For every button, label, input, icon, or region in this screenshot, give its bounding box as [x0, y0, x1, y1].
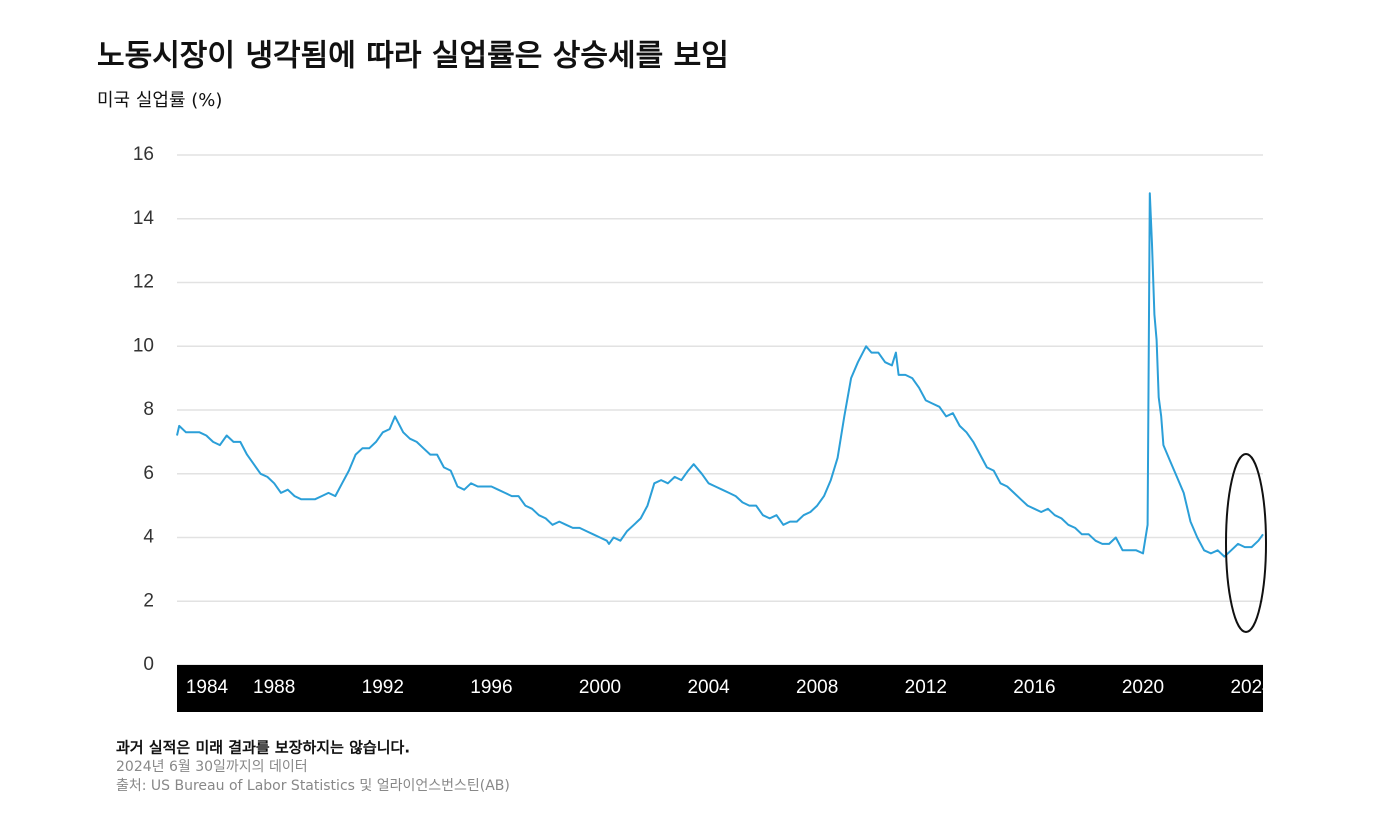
y-tick-label: 0 [143, 654, 154, 675]
x-axis-band [177, 665, 1263, 712]
plot: 1984 1988 1992 1996 2000 2004 2008 2012 2016 2020… [176, 192, 1273, 698]
x-tick-label: 2020 [1122, 677, 1164, 698]
x-tick-label: 1988 [253, 677, 295, 698]
x-tick-label: 2004 [687, 677, 730, 698]
y-tick-label: 16 [133, 144, 154, 165]
footnote: 과거 실적은 미래 결과를 보장하지는 않습니다. [116, 739, 410, 757]
grid: 0 2 4 6 8 10 12 14 16 [133, 144, 1263, 675]
highlight-ellipse [1225, 453, 1267, 633]
y-tick-label: 8 [143, 399, 154, 420]
footnote: 출처: US Bureau of Labor Statistics 및 얼라이언… [116, 778, 510, 794]
y-tick-label: 2 [143, 590, 154, 611]
data-line [176, 192, 1264, 558]
y-tick-label: 12 [133, 272, 154, 293]
x-tick-label: 1992 [362, 677, 404, 698]
x-tick-label: 2008 [796, 677, 838, 698]
chart-subtitle: 미국 실업률 (%) [97, 90, 222, 111]
x-tick-label: 2016 [1013, 677, 1055, 698]
x-tick-label: 1996 [470, 677, 512, 698]
y-tick-label: 10 [133, 335, 154, 356]
y-tick-label: 6 [143, 463, 154, 484]
x-tick-label: 1984 [186, 677, 229, 698]
x-tick-label: 2000 [579, 677, 621, 698]
footnote: 2024년 6월 30일까지의 데이터 [116, 759, 308, 775]
x-tick-label: 2024 [1230, 677, 1273, 698]
x-tick-label: 2012 [905, 677, 947, 698]
y-tick-label: 14 [133, 208, 155, 229]
y-tick-label: 4 [143, 527, 154, 548]
chart-title: 노동시장이 냉각됨에 따라 실업률은 상승세를 보임 [97, 39, 729, 74]
